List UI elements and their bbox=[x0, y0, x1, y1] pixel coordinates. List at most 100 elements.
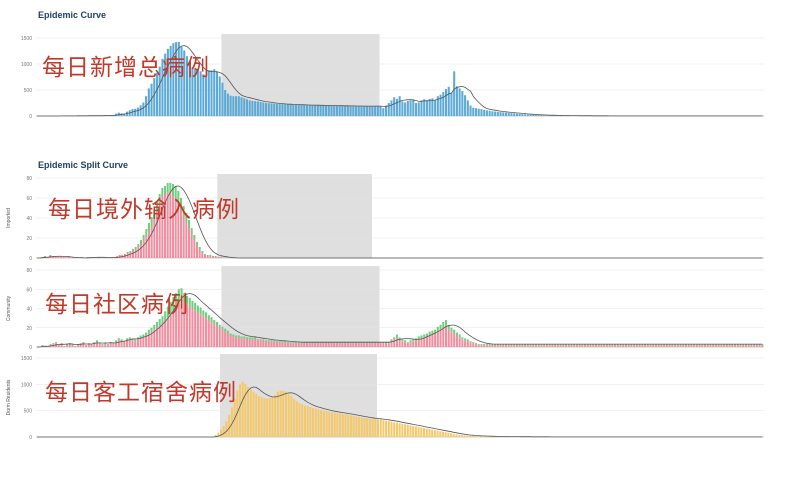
community-bar bbox=[406, 342, 409, 344]
community-bar bbox=[502, 345, 505, 347]
community-bar bbox=[360, 343, 363, 347]
community-bar bbox=[267, 341, 270, 347]
total-bar bbox=[395, 98, 398, 116]
community-bar bbox=[447, 324, 450, 330]
imported-bar bbox=[182, 216, 185, 258]
community-bar bbox=[545, 344, 548, 346]
community-bar bbox=[679, 345, 682, 347]
imported-bar bbox=[164, 194, 166, 258]
dorm-bar bbox=[479, 436, 482, 437]
community-bar bbox=[183, 293, 186, 303]
community-bar bbox=[436, 326, 439, 332]
community-bar bbox=[95, 342, 99, 347]
imported-bar bbox=[217, 257, 220, 258]
total-bar bbox=[485, 110, 488, 116]
community-bar bbox=[695, 344, 698, 346]
community-bar bbox=[120, 339, 123, 342]
community-bar bbox=[614, 344, 617, 346]
imported-bar bbox=[196, 246, 198, 258]
dorm-bar bbox=[387, 421, 390, 437]
dorm-bar bbox=[485, 436, 488, 437]
community-bar bbox=[196, 312, 199, 347]
community-bar bbox=[466, 339, 469, 342]
community-bar bbox=[611, 345, 614, 347]
community-bar bbox=[477, 345, 480, 347]
total-bar bbox=[507, 112, 510, 116]
community-bar bbox=[188, 306, 191, 347]
community-bar bbox=[308, 342, 311, 344]
community-bar bbox=[335, 343, 338, 347]
community-bar bbox=[646, 344, 649, 346]
community-bar bbox=[494, 344, 497, 346]
imported-bar bbox=[174, 200, 177, 258]
community-bar bbox=[684, 345, 687, 347]
total-bar bbox=[346, 105, 349, 116]
community-bar bbox=[155, 327, 159, 347]
dorm-bar bbox=[249, 389, 252, 437]
total-bar bbox=[150, 83, 153, 116]
community-bar bbox=[175, 304, 178, 347]
total-bar bbox=[532, 114, 535, 116]
imported-bar bbox=[198, 247, 201, 250]
imported-bar bbox=[204, 254, 206, 255]
community-bar bbox=[671, 345, 674, 347]
dorm-bar bbox=[420, 427, 423, 437]
dorm-bar bbox=[398, 423, 401, 437]
community-bar bbox=[303, 342, 306, 344]
imported-moving-average-line bbox=[37, 185, 763, 259]
community-bar bbox=[706, 344, 709, 346]
community-bar bbox=[333, 343, 336, 347]
community-bar bbox=[265, 340, 268, 342]
imported-bar bbox=[126, 252, 129, 253]
dorm-bar bbox=[325, 411, 328, 437]
total-bar bbox=[262, 102, 265, 116]
community-bar bbox=[597, 345, 600, 347]
imported-bar bbox=[214, 257, 217, 258]
community-bar bbox=[112, 343, 115, 345]
total-bar bbox=[398, 96, 401, 116]
community-bar bbox=[346, 343, 349, 347]
imported-bar bbox=[137, 247, 140, 258]
community-bar bbox=[101, 344, 104, 346]
dorm-bar bbox=[230, 407, 233, 437]
community-bar bbox=[687, 345, 690, 347]
community-bar bbox=[215, 321, 218, 326]
total-bar bbox=[518, 113, 521, 116]
total-bar bbox=[232, 96, 235, 116]
total-bar bbox=[488, 110, 491, 116]
top-chart-title: Epidemic Curve bbox=[38, 10, 107, 20]
dorm-bar bbox=[474, 435, 477, 437]
community-bar bbox=[406, 343, 409, 347]
dorm-bar bbox=[263, 398, 266, 437]
dorm-bar bbox=[266, 398, 269, 437]
community-bar bbox=[744, 344, 747, 346]
community-bar bbox=[93, 342, 96, 344]
dorm-bar bbox=[312, 408, 315, 437]
community-bar bbox=[365, 343, 368, 347]
dorm-bar bbox=[417, 426, 420, 437]
community-bar bbox=[183, 302, 186, 347]
total-bar bbox=[305, 105, 308, 116]
total-bar bbox=[540, 115, 543, 116]
total-bar bbox=[344, 105, 347, 116]
community-bar bbox=[311, 343, 314, 347]
community-bar bbox=[725, 345, 728, 347]
community-bar bbox=[663, 344, 666, 346]
community-bar bbox=[357, 343, 360, 347]
community-bar bbox=[289, 342, 292, 344]
community-bar bbox=[363, 343, 366, 347]
community-bar bbox=[270, 341, 273, 347]
dorm-bar bbox=[301, 404, 304, 437]
community-bar bbox=[275, 342, 278, 347]
overlay-dorm: 每日客工宿舍病例 bbox=[45, 380, 237, 406]
dorm-bar bbox=[395, 422, 398, 437]
community-bar bbox=[79, 344, 82, 347]
community-bar bbox=[657, 344, 660, 346]
community-bar bbox=[586, 345, 589, 347]
imported-bar bbox=[209, 256, 212, 258]
community-bar bbox=[145, 335, 148, 347]
dorm-bar bbox=[412, 425, 415, 437]
total-ytick-label: 500 bbox=[24, 88, 33, 94]
dorm-bar bbox=[303, 405, 306, 437]
imported-bar bbox=[153, 210, 156, 220]
